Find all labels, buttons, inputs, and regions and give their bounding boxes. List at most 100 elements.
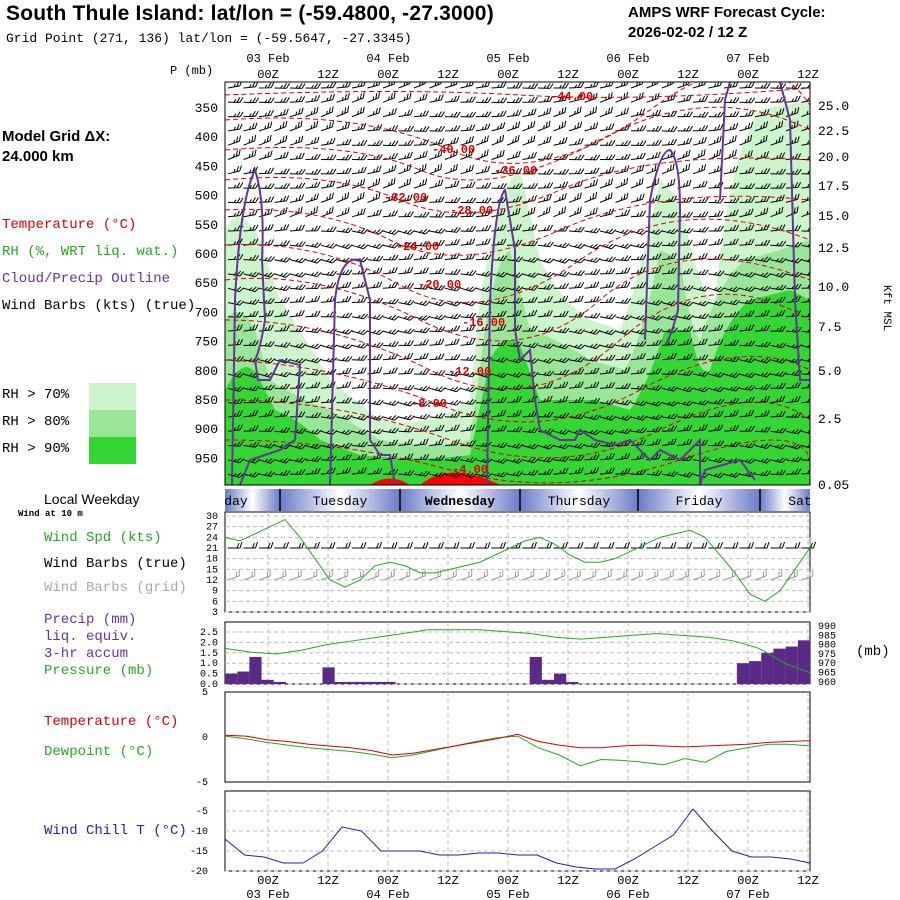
wind-barb <box>444 238 461 246</box>
wind-barb <box>382 242 400 249</box>
weekday-name: Wednesday <box>425 494 495 509</box>
wind-barb <box>754 443 772 449</box>
wind-barb <box>584 355 601 362</box>
height-tick: 5.0 <box>818 364 841 379</box>
top-time-axis: 00Z 12Z 00Z 12Z 00Z 12Z 00Z 12Z 00Z 12Z 03 Feb 04 F… <box>246 52 818 82</box>
wind-barb <box>646 283 663 289</box>
pressure-tick: 650 <box>195 276 218 291</box>
wind-barb <box>553 181 569 189</box>
wind-barb <box>289 358 307 364</box>
wind-barb <box>351 166 367 175</box>
wind-barb <box>537 83 554 89</box>
wind-barb <box>382 267 398 275</box>
wind-barb <box>630 242 648 249</box>
wind-barb <box>320 93 335 103</box>
wind-barb <box>336 92 350 103</box>
legend-cloud-outline: Cloud/Precip Outline <box>2 271 171 287</box>
wind-barb <box>630 367 646 375</box>
wind-barb <box>522 224 538 232</box>
wind-barb <box>754 458 772 464</box>
wind-barb <box>568 192 582 203</box>
wind-barb <box>413 438 429 446</box>
wind-barb <box>320 137 336 146</box>
wind-barb <box>723 254 740 261</box>
pressure-tick: 950 <box>195 451 218 466</box>
wind-barb <box>770 427 787 434</box>
wind-barb <box>351 192 365 203</box>
wind-barb <box>677 111 693 118</box>
wind-barb <box>305 428 322 435</box>
wind-barb <box>491 357 508 363</box>
wind-barb <box>398 299 415 306</box>
wind-barb <box>584 92 598 103</box>
pressure-unit: (mb) <box>856 644 890 660</box>
wind-barb <box>398 315 415 321</box>
wind-barb <box>258 109 274 118</box>
wind-barb <box>785 241 802 248</box>
isotherm-labels: -44.00 -40.00 -36.00 -32.00 -28.00 -24.00 -20.… <box>384 90 593 477</box>
wind-barb <box>599 313 617 320</box>
pressure-tick: 500 <box>195 189 218 204</box>
wind-barb <box>351 429 369 435</box>
pressure-tick: 800 <box>195 364 218 379</box>
wind-barb <box>553 225 569 232</box>
wind-barb <box>243 209 258 218</box>
wind-barb <box>661 413 678 420</box>
wind-barb <box>723 299 741 306</box>
wind-barb <box>305 283 322 290</box>
chill-panel-grid <box>225 791 810 872</box>
wind-barb <box>553 369 570 376</box>
wind-barb <box>522 371 539 378</box>
wind-barb <box>770 395 786 404</box>
wind-barb <box>258 409 274 418</box>
wind-barb <box>460 96 476 103</box>
wind-barb <box>413 470 430 477</box>
wind-barb <box>289 296 306 303</box>
wind-barb <box>630 82 644 89</box>
wind-barb <box>243 409 259 418</box>
wind-barb <box>692 95 708 103</box>
wind-barb <box>692 325 709 332</box>
wind-chill-line <box>224 808 811 870</box>
wind-barb <box>785 395 801 404</box>
wind-barb <box>320 106 334 118</box>
wind-barb <box>320 257 338 264</box>
wind-barb <box>398 367 414 375</box>
wind-barb <box>243 122 258 132</box>
wind-barb <box>398 229 415 235</box>
wind-barb <box>553 257 570 264</box>
wind-barb <box>351 367 367 375</box>
wind-barb <box>599 192 613 203</box>
legend-wind-barbs-true: Wind Barbs (true) <box>44 556 187 572</box>
wind-barb <box>770 240 787 247</box>
wind-barb <box>661 138 678 146</box>
surface-wind-barb <box>600 541 615 549</box>
wind-barb <box>754 168 771 175</box>
wind-barb <box>568 138 584 146</box>
wind-barb <box>429 149 443 160</box>
wind-barb <box>754 195 770 203</box>
pressure-tick-right: 970 <box>818 659 836 670</box>
wind-barb <box>661 385 679 392</box>
surface-wind-barb <box>460 541 475 549</box>
wind-barb <box>351 296 368 303</box>
wind-barb <box>661 471 679 477</box>
wind-barb <box>723 286 741 293</box>
wind-barb <box>553 357 570 364</box>
wind-barb <box>615 229 632 235</box>
surface-wind-barb <box>445 541 460 549</box>
wind-barb <box>351 354 368 361</box>
wind-barb <box>708 210 724 218</box>
pressure-tick: 400 <box>195 130 218 145</box>
wind-barb <box>739 340 756 347</box>
wind-barb <box>444 399 462 406</box>
wind-barb <box>367 367 383 375</box>
wind-barb <box>692 338 708 346</box>
wind-barb <box>258 121 273 132</box>
wind-barb <box>723 397 740 404</box>
wind-barb <box>491 458 508 464</box>
wind-barb <box>584 312 601 319</box>
wind-barb <box>661 110 678 118</box>
wind-barb <box>770 168 787 175</box>
wind-barb <box>630 298 647 305</box>
